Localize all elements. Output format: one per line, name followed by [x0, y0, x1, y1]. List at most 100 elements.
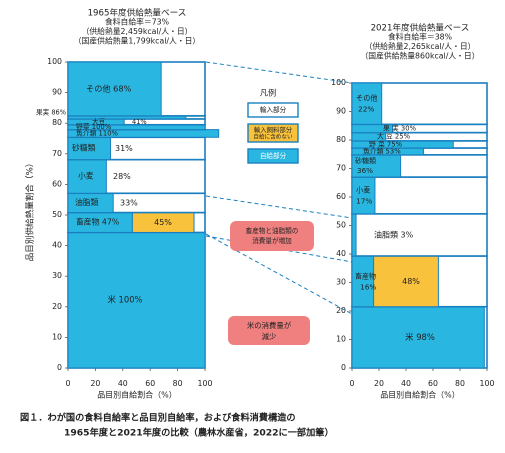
title-2021-line: （国産供給熱量860kcal/人・日）: [360, 51, 479, 61]
x-tick-label: 40: [118, 379, 128, 388]
label-1965-soy-value: 41%: [132, 118, 147, 126]
y-tick-label: 70: [52, 149, 62, 158]
legend-swatch-self: [247, 148, 299, 164]
label-2021-veg: 野 菜 75%: [369, 139, 403, 148]
y-tick-label: 100: [331, 78, 346, 87]
bar-self-1965: [67, 61, 162, 117]
label-2021-fish: 魚介類 53%: [363, 146, 401, 155]
label-1965-sugar: 砂糖類: [72, 142, 96, 152]
y-tick-label: 20: [52, 302, 62, 311]
label-2021-wheat: 小麦: [356, 185, 370, 194]
x-tick-label: 60: [145, 379, 155, 388]
label-2021-rice: 米 98%: [405, 332, 435, 342]
label-1965-wheat: 小麦: [78, 170, 94, 180]
panel-1965: 0 10 20 30 40 50 60 70 80 90 100 0 20 40 60 80 100: [47, 57, 220, 388]
x-tick-label: 20: [374, 379, 384, 388]
legend-label-feed: 輸入飼料部分: [254, 125, 293, 134]
legend-swatch-import: [247, 102, 299, 118]
panel-2021: 0 10 20 30 40 50 60 70 80 90 100 0 20 40 60 80 100: [331, 78, 494, 388]
label-2021-other-value: 22%: [358, 105, 374, 114]
y-tick-label: 0: [57, 363, 62, 372]
label-1965-oil: 油脂類: [75, 197, 99, 207]
x-tick-label: 0: [350, 379, 355, 388]
caption-line-1: 図１．わが国の食料自給率と品目別自給率，および食料消費構造の: [20, 412, 296, 424]
y-tick-label: 70: [336, 164, 346, 173]
x-axis-label-2021: 品目別自給割合（%）: [380, 390, 460, 400]
y-axis-label: 品目別供給熱量割合（%）: [24, 159, 36, 262]
y-tick-label: 40: [52, 241, 62, 250]
bar-import-2021: [351, 213, 488, 257]
label-2021-livestock-value: 16%: [360, 282, 376, 291]
label-1965-wheat-value: 28%: [113, 172, 131, 181]
title-2021-line: （供給熱量2,265kcal/人・日）: [365, 41, 476, 51]
bar-feed-2021: [373, 255, 439, 308]
x-tick-label: 100: [480, 379, 495, 388]
y-tick-label: 90: [52, 88, 62, 97]
bar-self-2021: [351, 213, 357, 257]
x-tick-label: 100: [198, 379, 213, 388]
y-tick-label: 10: [52, 332, 62, 341]
label-2021-oil: 油脂類 3%: [374, 229, 414, 239]
legend-label-import: 輸入部分: [260, 105, 287, 114]
y-tick-label: 90: [336, 107, 346, 116]
y-tick-label: 20: [336, 306, 346, 315]
caption-line-2: 1965年度と2021年度の比較（農林水産省，2022に一部加筆）: [64, 427, 334, 439]
y-tick-label: 60: [336, 192, 346, 201]
x-tick-label: 60: [428, 379, 438, 388]
label-1965-fish: 魚介類 110%: [76, 128, 119, 137]
legend-label-self: 自給部分: [260, 151, 287, 160]
title-1965-line: 1965年度供給熱量ベース: [88, 7, 187, 19]
label-2021-livestock-feed: 48%: [402, 277, 420, 286]
label-1965-soy: 大豆: [92, 117, 106, 126]
label-1965-other: その他 68%: [86, 83, 132, 93]
callout-text-2: 消費量が増加: [252, 236, 292, 245]
y-tick-label: 50: [52, 210, 62, 219]
legend-swatch-feed: [247, 123, 299, 143]
callout-livestock-oil: [230, 221, 314, 251]
y-tick-label: 100: [47, 57, 62, 66]
y-tick-label: 40: [336, 249, 346, 258]
label-2021-sugar: 砂糖類: [355, 156, 376, 165]
label-1965-livestock: 畜産物 47%: [76, 216, 119, 226]
label-2021-other: その他: [356, 94, 378, 103]
y-tick-label: 30: [336, 278, 346, 287]
legend-label2-feed: 自給に含めない: [253, 133, 293, 141]
bar-self-2021: [351, 306, 485, 369]
label-1965-livestock-feed: 45%: [154, 218, 172, 227]
bar-self-2021: [351, 176, 376, 215]
label-1965-veg: 野菜 100%: [76, 122, 112, 131]
x-tick-label: 0: [66, 379, 71, 388]
connector-line: [205, 195, 353, 219]
callout-rice: [228, 316, 310, 345]
x-tick-label: 80: [173, 379, 183, 388]
label-2021-livestock: 畜産物: [355, 271, 376, 280]
bar-self-2021: [351, 82, 383, 125]
connector-line: [205, 61, 353, 84]
label-1965-sugar-value: 31%: [115, 144, 133, 153]
x-axis-label-1965: 品目別自給割合（%）: [97, 390, 177, 400]
legend-title: 凡例: [260, 88, 276, 98]
title-2021-line: 食料自給率＝38%: [388, 32, 452, 42]
title-1965-line: （国産供給熱量1,799kcal/人・日）: [74, 36, 200, 46]
label-2021-sugar-value: 36%: [357, 166, 373, 175]
title-1965-line: （供給熱量2,459kcal/人・日）: [82, 26, 193, 36]
callout-text-3: 米の消費量が: [247, 321, 292, 330]
label-2021-fruit: 果 実 30%: [383, 123, 417, 132]
label-2021-soy: 大 豆 25%: [377, 132, 411, 141]
y-tick-label: 10: [336, 335, 346, 344]
y-tick-label: 80: [52, 118, 62, 127]
x-tick-label: 40: [401, 379, 411, 388]
y-tick-label: 30: [52, 271, 62, 280]
label-1965-rice: 米 100%: [108, 295, 143, 305]
bar-self-1965: [67, 159, 107, 194]
label-1965-fruit: 果実 86%: [36, 107, 66, 116]
y-tick-label: 0: [341, 363, 346, 372]
x-tick-label: 80: [455, 379, 465, 388]
label-1965-oil-value: 33%: [120, 198, 138, 207]
callout-text-1: 畜産物と油脂類の: [246, 226, 299, 235]
y-tick-label: 60: [52, 179, 62, 188]
y-tick-label: 80: [336, 135, 346, 144]
y-tick-label: 50: [336, 221, 346, 230]
